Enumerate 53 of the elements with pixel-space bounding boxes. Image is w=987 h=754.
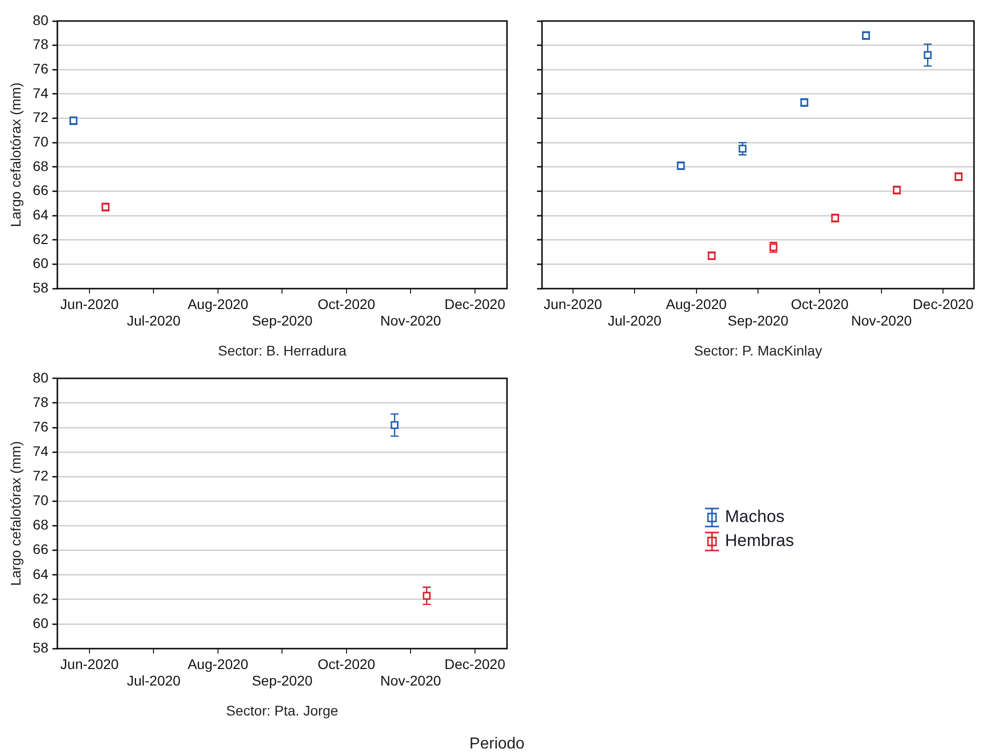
x-tick-label: Jun-2020 [60, 296, 119, 312]
y-tick-label: 66 [32, 541, 49, 558]
x-tick-label: Dec-2020 [444, 656, 506, 672]
y-tick-label: 68 [32, 158, 49, 174]
y-axis-title: Largo cefalotórax (mm) [7, 82, 24, 228]
x-axis-title: Sector: Pta. Jorge [226, 702, 338, 718]
y-tick-label: 66 [32, 182, 49, 198]
y-tick-label: 60 [32, 255, 49, 272]
y-tick-label: 60 [32, 614, 49, 631]
x-tick-label: Nov-2020 [851, 312, 912, 329]
x-tick-label: Aug-2020 [666, 296, 727, 312]
y-tick-label: 78 [32, 394, 49, 410]
y-tick-label: 70 [32, 492, 49, 508]
x-tick-label: Jul-2020 [126, 672, 181, 689]
y-tick-label: 72 [32, 109, 49, 126]
y-tick-label: 78 [32, 36, 49, 52]
y-tick-label: 72 [32, 468, 49, 484]
y-tick-label: 64 [32, 566, 49, 582]
x-tick-label: Dec-2020 [444, 296, 506, 312]
legend-label: Machos [725, 507, 785, 526]
x-tick-label: Oct-2020 [318, 656, 376, 672]
text: Periodo [469, 735, 525, 752]
y-tick-label: 58 [32, 279, 49, 296]
x-tick-label: Aug-2020 [188, 656, 249, 672]
y-tick-label: 76 [32, 418, 49, 434]
x-axis-title: Sector: B. Herradura [218, 342, 347, 358]
x-tick-label: Jun-2020 [60, 656, 119, 672]
y-axis-title: Largo cefalotórax (mm) [7, 441, 24, 586]
x-tick-label: Jul-2020 [608, 312, 662, 329]
legend-label: Hembras [725, 531, 794, 550]
x-tick-label: Oct-2020 [318, 296, 376, 312]
x-tick-label: Jun-2020 [544, 296, 602, 312]
x-tick-label: Sep-2020 [252, 312, 313, 329]
y-tick-label: 64 [32, 206, 49, 222]
x-tick-label: Dec-2020 [912, 296, 974, 312]
y-tick-label: 80 [32, 12, 49, 28]
y-tick-label: 68 [32, 516, 49, 533]
x-tick-label: Oct-2020 [790, 296, 849, 312]
x-tick-label: Sep-2020 [252, 672, 313, 689]
y-tick-label: 80 [32, 369, 49, 386]
y-tick-label: 74 [32, 442, 49, 459]
y-tick-label: 62 [32, 590, 49, 606]
y-tick-label: 62 [32, 230, 49, 247]
y-tick-label: 70 [32, 133, 49, 150]
x-tick-label: Sep-2020 [728, 312, 789, 329]
x-tick-label: Aug-2020 [188, 296, 249, 312]
y-tick-label: 58 [32, 639, 49, 656]
x-tick-label: Nov-2020 [380, 672, 442, 689]
x-tick-label: Nov-2020 [380, 312, 442, 329]
x-tick-label: Jul-2020 [126, 312, 181, 329]
y-tick-label: 74 [32, 84, 49, 101]
y-tick-label: 76 [32, 60, 49, 77]
x-axis-title: Sector: P. MacKinlay [694, 342, 822, 358]
